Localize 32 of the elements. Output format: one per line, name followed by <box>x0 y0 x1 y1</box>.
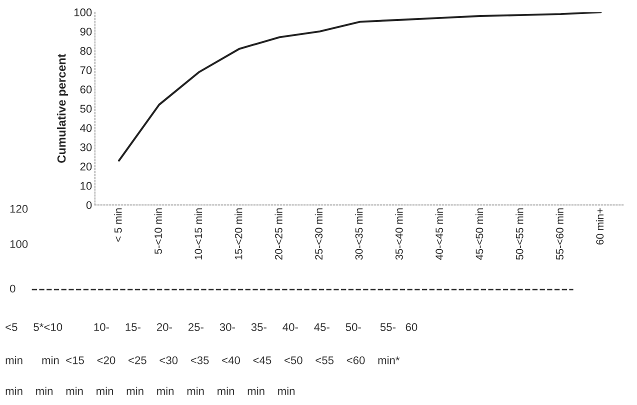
y-tick-label: 80 <box>80 46 92 55</box>
y-tick-label: 90 <box>80 28 92 36</box>
y-tick-label: 60 <box>80 86 92 94</box>
line-series <box>118 12 602 162</box>
y-tick-label: 0 <box>86 201 92 210</box>
y-tick-label: 30 <box>80 143 92 152</box>
x-tick-label: 35-<40 min <box>395 208 403 260</box>
y-tick-label: 100 <box>74 8 92 16</box>
x-tick-label: 30-<35 min <box>355 208 363 260</box>
y-tick-label: 50 <box>80 104 92 113</box>
y-tick-label: 10 <box>80 182 92 190</box>
x-tick-label: 20-<25 min <box>274 208 282 260</box>
x-tick-label: 10-<15 min <box>194 208 202 260</box>
x-tick-label: 60 min+ <box>596 208 604 245</box>
text: 120 <box>10 204 28 213</box>
text: min min <15 <20 <25 <30 <35 <40 <45 <50 <55 <60 min* <box>6 356 400 364</box>
text: 100 <box>10 240 28 248</box>
x-tick-label: < 5 min <box>114 208 122 242</box>
y-axis-title: Cumulative percent <box>57 54 68 163</box>
x-tick-label: 45-<50 min <box>476 208 484 260</box>
x-tick-label: 50-<55 min <box>516 208 524 260</box>
text: 0 <box>10 284 16 293</box>
text: min min min min min min min min min min <box>6 386 295 395</box>
x-tick-label: 15-<20 min <box>234 208 242 260</box>
text: <5 5*<10 10- 15- 20- 25- 30- 35- 40- 45- 50- 55- 60 <box>6 323 418 332</box>
x-tick-label: 5-<10 min <box>154 208 162 254</box>
y-tick-label: 40 <box>80 124 92 132</box>
y-tick-label: 20 <box>80 162 92 171</box>
y-tick-label: 70 <box>80 66 92 74</box>
x-tick-label: 25-<30 min <box>314 208 323 260</box>
x-tick-label: 40-<45 min <box>435 208 443 260</box>
x-tick-label: 55-<60 min <box>556 208 564 260</box>
